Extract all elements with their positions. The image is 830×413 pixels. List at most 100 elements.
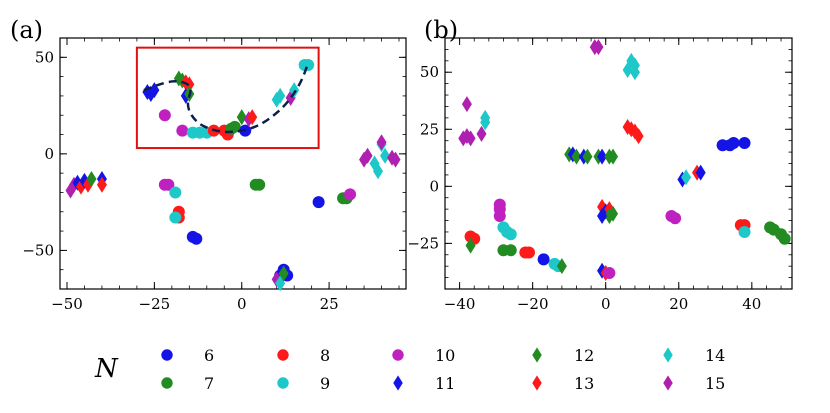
data-point-n10 xyxy=(344,188,357,201)
data-point-n15 xyxy=(465,130,476,147)
data-point-n15 xyxy=(65,182,76,199)
data-point-n9 xyxy=(169,186,182,199)
data-point-n7 xyxy=(253,178,266,191)
x-tick-label: 0 xyxy=(601,295,611,313)
data-point-n12 xyxy=(236,109,247,126)
legend-label-n12: 12 xyxy=(574,346,594,365)
data-point-n9 xyxy=(738,225,751,238)
data-point-n14 xyxy=(275,87,286,104)
legend-marker-n9 xyxy=(277,377,289,389)
legend-marker-n15 xyxy=(663,375,673,391)
legend-marker-n6 xyxy=(161,349,173,361)
data-point-n9 xyxy=(504,228,517,241)
legend-label-n11: 11 xyxy=(435,374,455,393)
data-point-n12 xyxy=(556,258,567,275)
data-point-n10 xyxy=(493,209,506,222)
data-point-n14 xyxy=(681,169,692,186)
data-point-n13 xyxy=(96,176,107,193)
data-point-n14 xyxy=(626,52,637,69)
x-tick-label: −25 xyxy=(139,295,171,313)
x-tick-label: 0 xyxy=(237,295,247,313)
data-point-n6 xyxy=(312,196,325,209)
data-point-n7 xyxy=(778,232,791,245)
panel-a: (a) −50 −25 0 25 −50 0 50 xyxy=(10,16,407,313)
data-point-n15 xyxy=(593,39,604,56)
axes-frame xyxy=(444,37,793,290)
data-point-n12 xyxy=(86,170,97,187)
legend-title: N xyxy=(94,354,119,384)
panel-label-a: (a) xyxy=(10,16,43,44)
x-tick-label: 25 xyxy=(320,295,339,313)
y-tick-label: 50 xyxy=(420,63,439,81)
data-point-n9 xyxy=(169,211,182,224)
data-point-n15 xyxy=(461,96,472,113)
data-point-n12 xyxy=(571,148,582,165)
data-point-n10 xyxy=(158,109,171,122)
data-point-n15 xyxy=(390,151,401,168)
legend-marker-n14 xyxy=(663,347,673,363)
data-point-n6 xyxy=(190,232,203,245)
data-point-n6 xyxy=(727,136,740,149)
dashed-trend-curve xyxy=(143,62,310,134)
legend-marker-n8 xyxy=(277,349,289,361)
data-point-n7 xyxy=(504,244,517,257)
data-point-n8 xyxy=(523,246,536,259)
legend-marker-n11 xyxy=(393,375,403,391)
data-point-n7 xyxy=(228,120,241,133)
legend-marker-n13 xyxy=(532,375,542,391)
highlight-box xyxy=(135,46,320,150)
data-point-n15 xyxy=(362,147,373,164)
data-point-n15 xyxy=(476,125,487,142)
y-tick-label: 0 xyxy=(44,145,54,163)
data-point-n12 xyxy=(465,237,476,254)
data-point-n13 xyxy=(247,109,258,126)
y-tick-label: 50 xyxy=(35,48,54,66)
legend-label-n13: 13 xyxy=(574,374,594,393)
data-point-n9 xyxy=(302,59,315,72)
data-point-n14 xyxy=(289,82,300,99)
legend-marker-n7 xyxy=(161,377,173,389)
y-tick-label: 25 xyxy=(420,120,439,138)
legend-label-n10: 10 xyxy=(435,346,455,365)
y-tick-label: −50 xyxy=(22,241,54,259)
data-point-n12 xyxy=(278,265,289,282)
legend-label-n9: 9 xyxy=(320,374,330,393)
panel-b: (b) −40 −20 0 20 40 −25 0 25 50 xyxy=(407,16,793,313)
legend: N 6 8 10 12 14 7 9 11 13 15 xyxy=(94,346,725,393)
legend-label-n8: 8 xyxy=(320,346,330,365)
legend-label-n15: 15 xyxy=(705,374,725,393)
data-point-n10 xyxy=(669,212,682,225)
data-point-n10 xyxy=(162,178,175,191)
data-point-n11 xyxy=(597,207,608,224)
data-point-n14 xyxy=(629,57,640,74)
data-point-n11 xyxy=(695,164,706,181)
panel-label-b: (b) xyxy=(424,16,458,44)
y-tick-label: 0 xyxy=(429,177,439,195)
data-point-n11 xyxy=(597,148,608,165)
x-tick-label: 40 xyxy=(742,295,761,313)
data-point-n14 xyxy=(373,163,384,180)
legend-marker-n12 xyxy=(532,347,542,363)
data-point-n10 xyxy=(603,267,616,280)
x-tick-label: 20 xyxy=(669,295,688,313)
x-tick-label: −20 xyxy=(517,295,549,313)
data-point-n14 xyxy=(480,109,491,126)
data-point-n6 xyxy=(738,136,751,149)
data-point-n6 xyxy=(537,253,550,266)
legend-label-n14: 14 xyxy=(705,346,725,365)
data-point-n12 xyxy=(582,148,593,165)
legend-label-n6: 6 xyxy=(204,346,214,365)
data-point-n14 xyxy=(380,147,391,164)
y-tick-label: −25 xyxy=(407,234,439,252)
legend-label-n7: 7 xyxy=(204,374,214,393)
legend-marker-n10 xyxy=(392,349,404,361)
data-point-n13 xyxy=(633,128,644,145)
data-point-n10 xyxy=(176,124,189,137)
data-point-n12 xyxy=(608,205,619,222)
data-point-n15 xyxy=(376,134,387,151)
x-tick-label: −50 xyxy=(51,295,83,313)
axes-frame xyxy=(59,37,407,290)
x-tick-label: −40 xyxy=(444,295,476,313)
data-point-n12 xyxy=(608,148,619,165)
